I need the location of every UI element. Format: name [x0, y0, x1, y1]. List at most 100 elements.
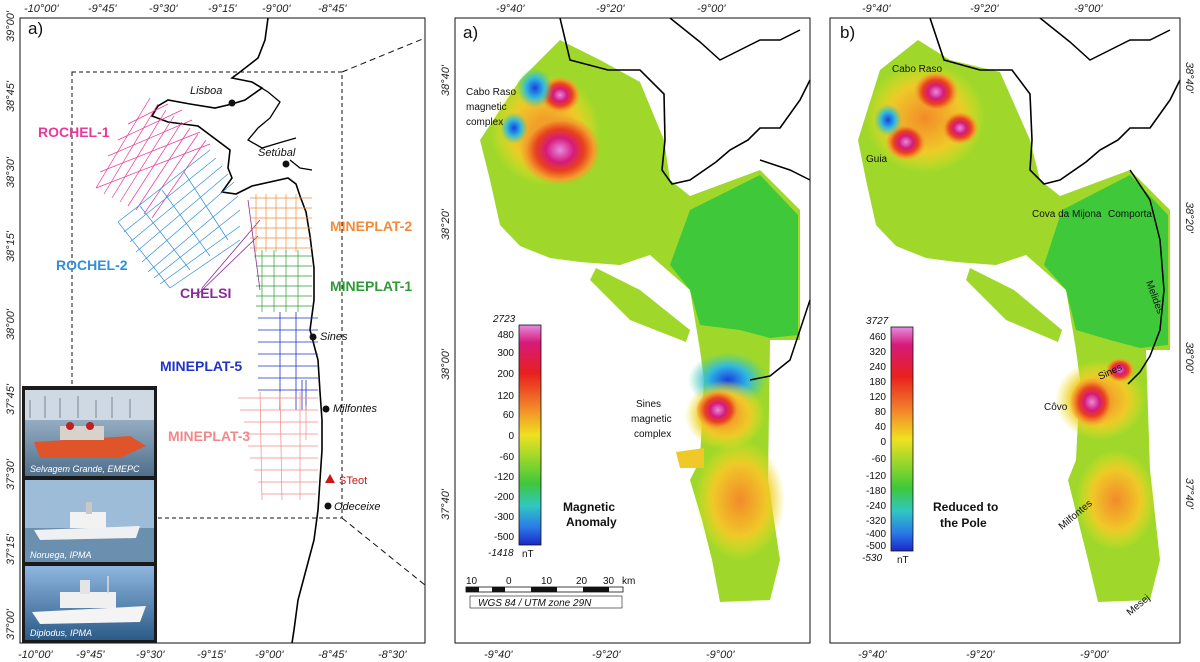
complex-label: Sines: [636, 399, 661, 410]
mineplat-2-lines: [250, 194, 312, 252]
tick-label: -9°40': [496, 3, 525, 15]
colorbar-max: 3727: [866, 316, 889, 327]
survey-map-panel: a) -10°00' -9°45' -9°30' -9°15' -9°00' -…: [5, 3, 426, 661]
colorbar-tick: 460: [869, 332, 886, 343]
coastline: [1039, 17, 1171, 61]
colorbar-tick: 80: [875, 407, 887, 418]
left-tick-labels: 38°40' 38°20' 38°00' 37°40': [440, 64, 452, 520]
bottom-tick-labels: -10°00' -9°45' -9°30' -9°15' -9°00' -8°4…: [18, 649, 407, 661]
scale-tick: 30: [603, 576, 615, 587]
city-markers: [228, 99, 335, 510]
complex-label: magnetic: [631, 414, 672, 425]
colorbar-tick: -200: [494, 492, 514, 503]
tick-label: -9°00': [255, 649, 284, 661]
tick-label: -9°45': [76, 649, 105, 661]
coastline: [929, 17, 1181, 185]
tick-label: -9°15': [197, 649, 226, 661]
tick-label: 37°15': [5, 533, 17, 565]
bottom-tick-labels: -9°40' -9°20' -9°00': [484, 649, 735, 661]
top-tick-labels: -9°40' -9°20' -9°00': [496, 3, 726, 15]
complex-label: complex: [634, 429, 671, 440]
colorbar-tick: 300: [497, 348, 514, 359]
rochel-1-lines: [95, 97, 211, 219]
complex-label: complex: [466, 117, 503, 128]
tick-label: 38°30': [5, 156, 17, 188]
tick-label: -9°20': [966, 649, 995, 661]
tick-label: -9°30': [136, 649, 165, 661]
panel-letter: b): [840, 23, 855, 42]
top-tick-labels: -10°00' -9°45' -9°30' -9°15' -9°00' -8°4…: [24, 3, 347, 15]
colorbar-ticks: 480 300 200 120 60 0 -60 -120 -200 -300 …: [494, 330, 514, 543]
complex-label: magnetic: [466, 102, 507, 113]
tick-label: -9°30': [149, 3, 178, 15]
colorbar-ticks: 460 320 240 180 120 80 40 0 -60 -120 -18…: [866, 332, 886, 552]
panel-title: Magnetic: [563, 500, 615, 514]
city-label: Lisboa: [190, 85, 222, 97]
coastline: [559, 17, 811, 185]
colorbar-tick: -500: [866, 541, 886, 552]
colorbar-max: 2723: [492, 314, 516, 325]
tick-label: 38°45': [5, 80, 17, 112]
top-tick-labels: -9°40' -9°20' -9°00': [862, 3, 1103, 15]
panel-letter: a): [463, 23, 478, 42]
tick-label: 38°20': [440, 208, 452, 240]
tick-label: 38°00': [440, 348, 452, 380]
tick-label: -9°00': [1080, 649, 1109, 661]
photo-diplodus: Diplodus, IPMA: [25, 566, 154, 640]
colorbar-tick: 120: [497, 391, 514, 402]
city-label: Odeceixe: [334, 501, 380, 513]
scale-tick: 10: [541, 576, 553, 587]
connector-line: [341, 517, 426, 586]
panel-letter: a): [28, 19, 43, 38]
photo-caption: Diplodus, IPMA: [30, 628, 92, 638]
tick-label: 38°40': [1183, 62, 1195, 94]
colorbar-tick: 0: [508, 431, 514, 442]
survey-label-chelsi: CHELSI: [180, 285, 231, 301]
coastline: [1127, 169, 1165, 385]
connector-line: [341, 37, 426, 73]
mineplat-5-lines: [258, 312, 318, 410]
estuary: [247, 81, 313, 171]
coastline: [669, 17, 811, 181]
tick-label: 38°00': [1183, 342, 1195, 374]
tick-label: 37°40': [440, 488, 452, 520]
tick-label: -9°40': [862, 3, 891, 15]
tick-label: -8°45': [318, 649, 347, 661]
tick-label: 37°30': [5, 458, 17, 490]
tick-label: -10°00': [18, 649, 54, 661]
colorbar-tick: -240: [866, 501, 886, 512]
mineplat-3-lines: [238, 391, 318, 501]
survey-label-mineplat-5: MINEPLAT-5: [160, 358, 242, 374]
coastline: [150, 17, 323, 644]
colorbar-tick: 0: [880, 437, 886, 448]
reduced-to-pole-panel: b) -9°40' -9°20' -9°00' -9°40' -9°20' -9…: [829, 3, 1195, 661]
photo-caption: Selvagem Grande, EMEPC: [30, 464, 140, 474]
colorbar-tick: -320: [866, 516, 886, 527]
photo-noruega: Noruega, IPMA: [25, 480, 154, 562]
colorbar-tick: 60: [503, 410, 515, 421]
colorbar-tick: -120: [866, 471, 886, 482]
tick-label: -9°00': [1074, 3, 1103, 15]
colorbar-tick: 320: [869, 347, 886, 358]
photo-caption: Noruega, IPMA: [30, 550, 92, 560]
chelsi-lines: [195, 199, 261, 297]
colorbar-tick: -60: [500, 452, 515, 463]
city-label: Milfontes: [333, 403, 378, 415]
place-label: Cova da Mijona: [1032, 209, 1102, 220]
place-label: Guia: [866, 154, 888, 165]
colorbar-tick: -60: [872, 454, 887, 465]
colorbar-tick: 240: [869, 362, 886, 373]
tick-label: 38°00': [5, 308, 17, 340]
colorbar-tick: -180: [866, 486, 886, 497]
colorbar-tick: -500: [494, 532, 514, 543]
colorbar-tick: 40: [875, 422, 887, 433]
tick-label: -9°45': [88, 3, 117, 15]
tick-label: 37°40': [1183, 478, 1195, 510]
station-label: STeot: [339, 475, 367, 487]
panel-title: the Pole: [940, 516, 987, 530]
tick-label: -9°20': [596, 3, 625, 15]
colorbar-tick: 180: [869, 377, 886, 388]
colorbar-tick: -400: [866, 529, 886, 540]
place-label: Côvo: [1044, 402, 1068, 413]
